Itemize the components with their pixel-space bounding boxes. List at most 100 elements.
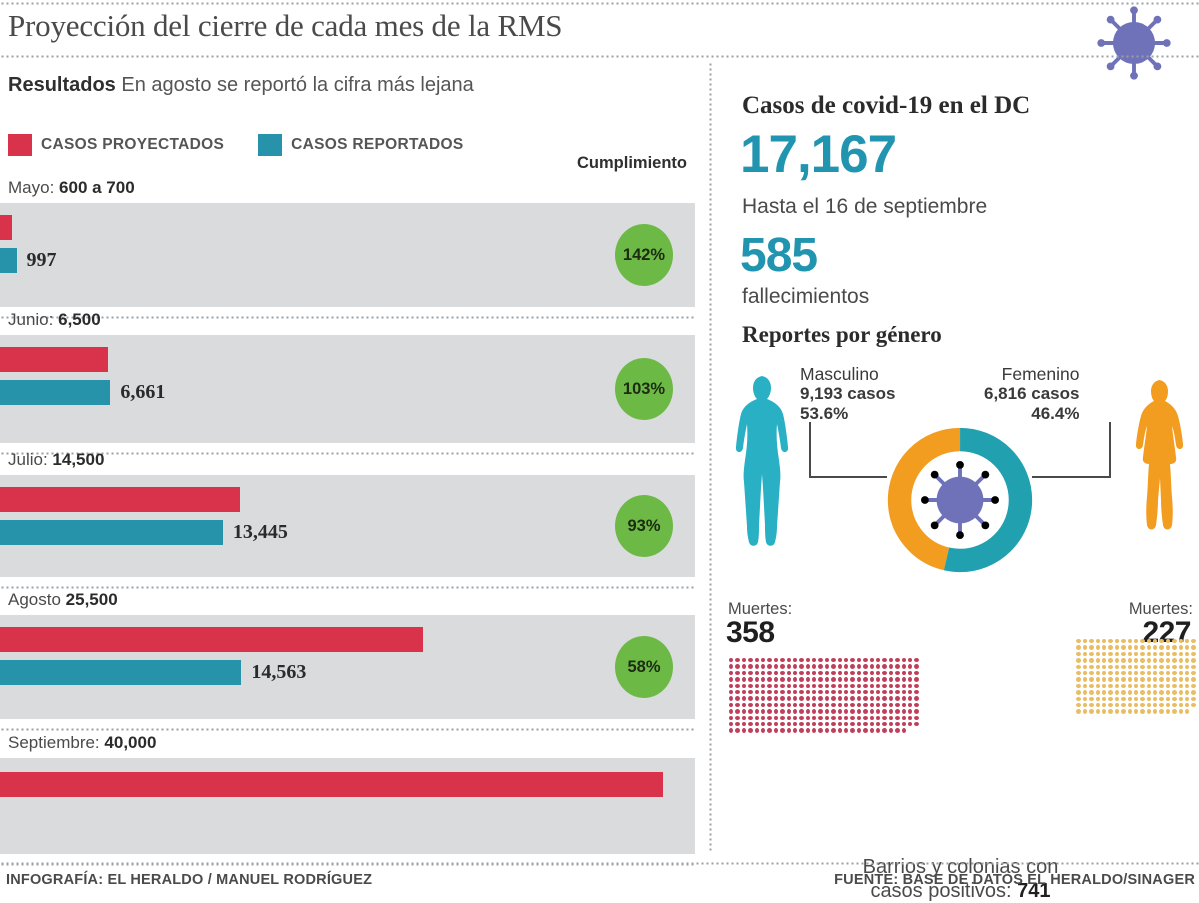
death-dot bbox=[1152, 644, 1158, 650]
death-dot bbox=[1107, 670, 1113, 676]
death-dot bbox=[1139, 683, 1145, 689]
death-dot bbox=[754, 683, 760, 689]
death-dot bbox=[1101, 664, 1107, 670]
death-dot bbox=[907, 676, 913, 682]
death-dot bbox=[856, 683, 862, 689]
death-dot bbox=[728, 670, 734, 676]
death-dot bbox=[792, 727, 798, 733]
death-dot bbox=[1171, 651, 1177, 657]
death-dot bbox=[792, 695, 798, 701]
death-dot bbox=[786, 683, 792, 689]
death-dot bbox=[1101, 702, 1107, 708]
bar-reported-value: 997 bbox=[26, 249, 57, 271]
death-dot bbox=[856, 695, 862, 701]
death-dot bbox=[741, 715, 747, 721]
death-dot bbox=[1082, 644, 1088, 650]
death-dot bbox=[1146, 708, 1152, 714]
death-dot bbox=[862, 708, 868, 714]
death-dot bbox=[1139, 676, 1145, 682]
death-dot bbox=[830, 663, 836, 669]
death-dot bbox=[754, 657, 760, 663]
death-dot bbox=[754, 670, 760, 676]
death-dot bbox=[760, 721, 766, 727]
death-dot bbox=[741, 689, 747, 695]
death-dot bbox=[741, 663, 747, 669]
death-dot bbox=[881, 663, 887, 669]
barrios-line1: Barrios y colonias con bbox=[862, 856, 1059, 878]
death-dot bbox=[1165, 638, 1171, 644]
death-dot bbox=[1171, 708, 1177, 714]
death-dot bbox=[766, 657, 772, 663]
gender-section-title: Reportes por género bbox=[742, 322, 942, 347]
death-dot bbox=[1107, 651, 1113, 657]
death-dot bbox=[1139, 657, 1145, 663]
death-dot bbox=[766, 689, 772, 695]
death-dot bbox=[1190, 676, 1196, 682]
death-dot bbox=[862, 663, 868, 669]
death-dot bbox=[817, 695, 823, 701]
male-deaths-label: Muertes: bbox=[728, 600, 793, 618]
death-dot bbox=[779, 721, 785, 727]
death-dot bbox=[1139, 708, 1145, 714]
death-dot bbox=[1075, 670, 1081, 676]
bar-projected bbox=[0, 772, 663, 797]
month-track: 13,445 93% bbox=[0, 475, 695, 577]
death-dot bbox=[766, 702, 772, 708]
death-dot bbox=[760, 715, 766, 721]
death-dot bbox=[862, 676, 868, 682]
death-dot bbox=[1120, 702, 1126, 708]
death-dot bbox=[811, 721, 817, 727]
death-dot bbox=[1082, 664, 1088, 670]
death-dot bbox=[1171, 644, 1177, 650]
bar-reported-value: 13,445 bbox=[232, 521, 288, 543]
death-dot bbox=[728, 663, 734, 669]
death-dot bbox=[805, 657, 811, 663]
death-dot bbox=[1107, 683, 1113, 689]
death-dot bbox=[1146, 644, 1152, 650]
death-dot bbox=[1088, 638, 1094, 644]
death-dot bbox=[1165, 696, 1171, 702]
month-projected-text: 40,000 bbox=[104, 733, 157, 752]
death-dot bbox=[849, 689, 855, 695]
death-dot bbox=[849, 657, 855, 663]
death-dot bbox=[754, 727, 760, 733]
death-dot bbox=[1107, 676, 1113, 682]
death-dot bbox=[881, 676, 887, 682]
death-dot bbox=[786, 689, 792, 695]
death-dot bbox=[779, 670, 785, 676]
death-dot bbox=[869, 689, 875, 695]
death-dot bbox=[830, 721, 836, 727]
bar-reported bbox=[0, 660, 242, 685]
death-dot bbox=[1107, 702, 1113, 708]
death-dot bbox=[1088, 664, 1094, 670]
death-dot bbox=[1088, 676, 1094, 682]
death-dot bbox=[1184, 696, 1190, 702]
death-dot bbox=[1101, 657, 1107, 663]
death-dot bbox=[1114, 670, 1120, 676]
death-dot bbox=[875, 689, 881, 695]
death-dot bbox=[1171, 689, 1177, 695]
death-dot bbox=[913, 721, 919, 727]
donut-segment-female bbox=[887, 427, 1033, 573]
death-dot bbox=[1114, 683, 1120, 689]
death-dot bbox=[728, 708, 734, 714]
death-dot bbox=[1082, 638, 1088, 644]
death-dot bbox=[824, 721, 830, 727]
death-dot bbox=[894, 721, 900, 727]
death-dot bbox=[773, 715, 779, 721]
death-dot bbox=[1133, 651, 1139, 657]
death-dot bbox=[734, 715, 740, 721]
death-dot bbox=[798, 670, 804, 676]
death-dot bbox=[1146, 702, 1152, 708]
death-dot bbox=[881, 721, 887, 727]
death-dot bbox=[862, 715, 868, 721]
death-dot bbox=[754, 695, 760, 701]
death-dot bbox=[869, 702, 875, 708]
death-dot bbox=[805, 663, 811, 669]
death-dot bbox=[1082, 676, 1088, 682]
death-dot bbox=[773, 727, 779, 733]
death-dot bbox=[1101, 689, 1107, 695]
death-dot bbox=[1127, 696, 1133, 702]
death-dot bbox=[760, 676, 766, 682]
death-dot bbox=[875, 670, 881, 676]
